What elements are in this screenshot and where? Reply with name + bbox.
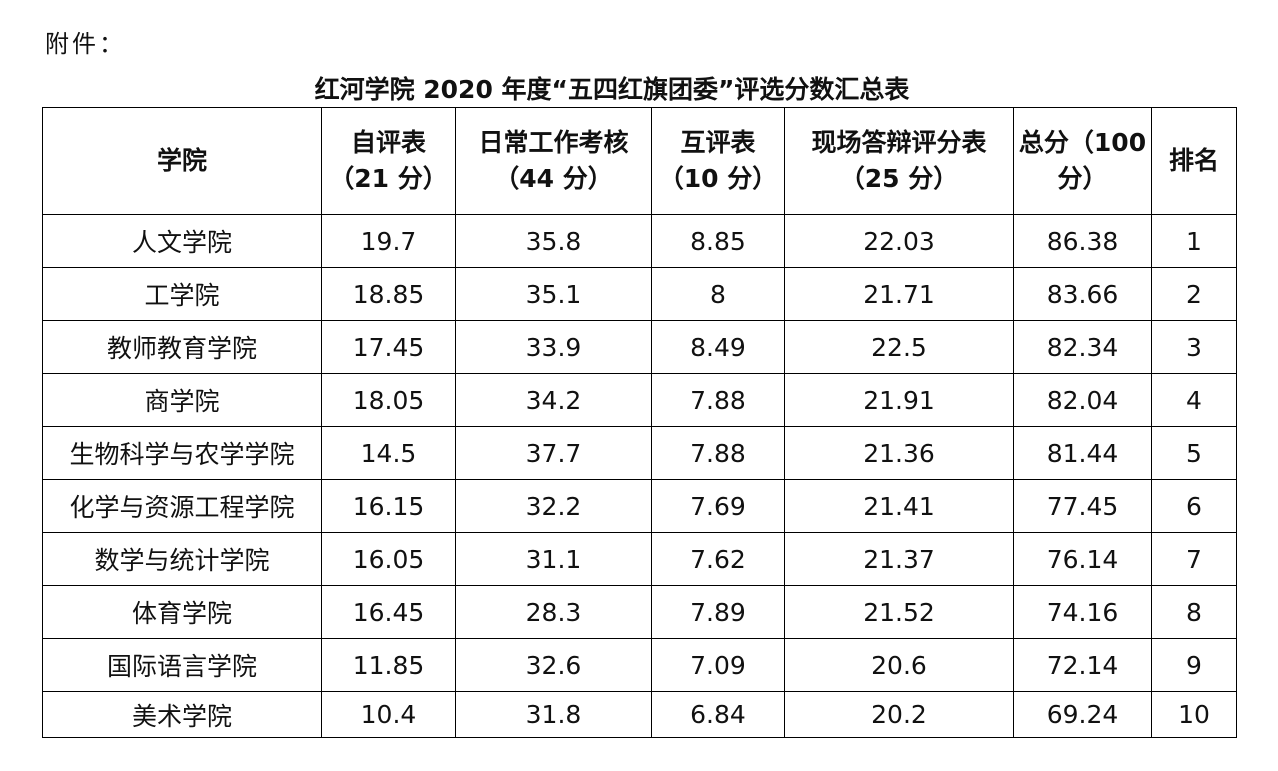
score-cell: 7.09 — [651, 638, 785, 692]
score-cell: 35.1 — [455, 267, 652, 321]
college-name: 化学与资源工程学院 — [42, 479, 322, 533]
score-cell: 22.5 — [784, 320, 1014, 374]
score-cell: 33.9 — [455, 320, 652, 374]
score-cell: 17.45 — [321, 320, 456, 374]
score-cell: 8.49 — [651, 320, 785, 374]
score-cell: 6.84 — [651, 691, 785, 738]
column-header: 现场答辩评分表 （25 分） — [784, 107, 1014, 215]
score-cell: 21.36 — [784, 426, 1014, 480]
college-name: 人文学院 — [42, 214, 322, 268]
score-cell: 20.2 — [784, 691, 1014, 738]
college-name: 生物科学与农学学院 — [42, 426, 322, 480]
column-header: 互评表 （10 分） — [651, 107, 785, 215]
score-cell: 10 — [1151, 691, 1237, 738]
column-header: 总分（100 分） — [1013, 107, 1152, 215]
college-name: 美术学院 — [42, 691, 322, 738]
score-cell: 9 — [1151, 638, 1237, 692]
score-cell: 21.52 — [784, 585, 1014, 639]
column-header: 学院 — [42, 107, 322, 215]
column-header: 日常工作考核 （44 分） — [455, 107, 652, 215]
score-cell: 7.69 — [651, 479, 785, 533]
score-cell: 31.1 — [455, 532, 652, 586]
score-cell: 10.4 — [321, 691, 456, 738]
table-row: 商学院 18.05 34.2 7.88 21.91 82.04 4 — [42, 373, 1237, 427]
score-cell: 21.71 — [784, 267, 1014, 321]
table-row: 数学与统计学院 16.05 31.1 7.62 21.37 76.14 7 — [42, 532, 1237, 586]
score-cell: 16.15 — [321, 479, 456, 533]
score-cell: 11.85 — [321, 638, 456, 692]
score-cell: 86.38 — [1013, 214, 1152, 268]
table-body: 人文学院 19.7 35.8 8.85 22.03 86.38 1 工学院 18.85 35.1 8… — [42, 214, 1237, 738]
score-cell: 19.7 — [321, 214, 456, 268]
score-cell: 6 — [1151, 479, 1237, 533]
score-cell: 5 — [1151, 426, 1237, 480]
column-header: 自评表 （21 分） — [321, 107, 456, 215]
score-cell: 21.37 — [784, 532, 1014, 586]
score-cell: 72.14 — [1013, 638, 1152, 692]
college-name: 国际语言学院 — [42, 638, 322, 692]
college-name: 数学与统计学院 — [42, 532, 322, 586]
score-cell: 7.88 — [651, 426, 785, 480]
score-cell: 22.03 — [784, 214, 1014, 268]
table-row: 体育学院 16.45 28.3 7.89 21.52 74.16 8 — [42, 585, 1237, 639]
score-cell: 18.85 — [321, 267, 456, 321]
table-row: 国际语言学院 11.85 32.6 7.09 20.6 72.14 9 — [42, 638, 1237, 692]
score-cell: 32.6 — [455, 638, 652, 692]
score-cell: 18.05 — [321, 373, 456, 427]
score-cell: 7.88 — [651, 373, 785, 427]
score-cell: 34.2 — [455, 373, 652, 427]
table-row: 教师教育学院 17.45 33.9 8.49 22.5 82.34 3 — [42, 320, 1237, 374]
table-row: 人文学院 19.7 35.8 8.85 22.03 86.38 1 — [42, 214, 1237, 268]
document-title: 红河学院 2020 年度“五四红旗团委”评选分数汇总表 — [314, 75, 910, 104]
score-cell: 7 — [1151, 532, 1237, 586]
score-cell: 81.44 — [1013, 426, 1152, 480]
score-cell: 35.8 — [455, 214, 652, 268]
header-row: 学院 自评表 （21 分） 日常工作考核 （44 分） 互评表 （10 分） 现场答辩评… — [42, 107, 1237, 215]
score-cell: 74.16 — [1013, 585, 1152, 639]
score-table: 学院 自评表 （21 分） 日常工作考核 （44 分） 互评表 （10 分） 现场答辩评… — [42, 107, 1237, 738]
table-row: 工学院 18.85 35.1 8 21.71 83.66 2 — [42, 267, 1237, 321]
score-cell: 20.6 — [784, 638, 1014, 692]
score-cell: 31.8 — [455, 691, 652, 738]
college-name: 工学院 — [42, 267, 322, 321]
score-cell: 7.89 — [651, 585, 785, 639]
score-cell: 8 — [651, 267, 785, 321]
attachment-label: 附件： — [45, 30, 126, 58]
table-row: 美术学院 10.4 31.8 6.84 20.2 69.24 10 — [42, 691, 1237, 738]
score-cell: 3 — [1151, 320, 1237, 374]
score-cell: 82.04 — [1013, 373, 1152, 427]
score-cell: 83.66 — [1013, 267, 1152, 321]
score-cell: 4 — [1151, 373, 1237, 427]
score-cell: 76.14 — [1013, 532, 1152, 586]
score-cell: 69.24 — [1013, 691, 1152, 738]
score-cell: 77.45 — [1013, 479, 1152, 533]
table-row: 生物科学与农学学院 14.5 37.7 7.88 21.36 81.44 5 — [42, 426, 1237, 480]
score-cell: 82.34 — [1013, 320, 1152, 374]
score-cell: 8.85 — [651, 214, 785, 268]
score-cell: 8 — [1151, 585, 1237, 639]
score-cell: 1 — [1151, 214, 1237, 268]
score-cell: 21.91 — [784, 373, 1014, 427]
score-cell: 16.45 — [321, 585, 456, 639]
score-cell: 14.5 — [321, 426, 456, 480]
score-cell: 21.41 — [784, 479, 1014, 533]
college-name: 体育学院 — [42, 585, 322, 639]
column-header: 排名 — [1151, 107, 1237, 215]
score-cell: 7.62 — [651, 532, 785, 586]
score-cell: 32.2 — [455, 479, 652, 533]
score-cell: 28.3 — [455, 585, 652, 639]
score-cell: 37.7 — [455, 426, 652, 480]
table-row: 化学与资源工程学院 16.15 32.2 7.69 21.41 77.45 6 — [42, 479, 1237, 533]
college-name: 商学院 — [42, 373, 322, 427]
college-name: 教师教育学院 — [42, 320, 322, 374]
score-cell: 2 — [1151, 267, 1237, 321]
score-cell: 16.05 — [321, 532, 456, 586]
